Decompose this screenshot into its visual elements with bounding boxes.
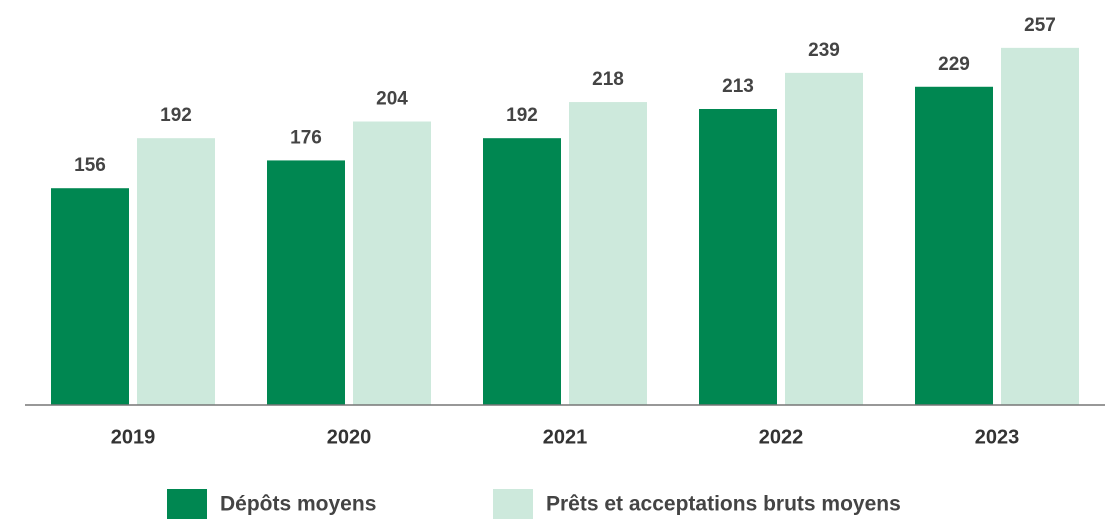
x-tick-label: 2019 [111,426,156,448]
bar [699,109,777,405]
value-label: 229 [938,54,970,75]
bar [51,188,129,405]
bar [785,72,863,406]
value-label: 204 [376,89,408,110]
value-label: 176 [290,127,322,148]
value-label: 192 [506,105,538,126]
bar [137,138,215,405]
x-tick-label: 2020 [327,426,372,448]
legend-label: Dépôts moyens [220,493,376,516]
value-label: 192 [160,105,192,126]
bar [353,121,431,405]
bar [915,86,993,405]
value-label: 239 [808,40,840,61]
legend-swatch [167,489,207,519]
x-tick-label: 2021 [543,426,588,448]
value-label: 156 [74,155,106,176]
value-label: 213 [722,76,754,97]
bar [483,138,561,405]
bar [569,102,647,405]
bar [267,160,345,405]
bar [1001,47,1079,406]
value-label: 218 [592,69,624,90]
legend-label: Prêts et acceptations bruts moyens [546,493,901,516]
x-tick-label: 2022 [759,426,804,448]
x-tick-label: 2023 [975,426,1020,448]
value-label: 257 [1024,15,1056,36]
legend-swatch [493,489,533,519]
